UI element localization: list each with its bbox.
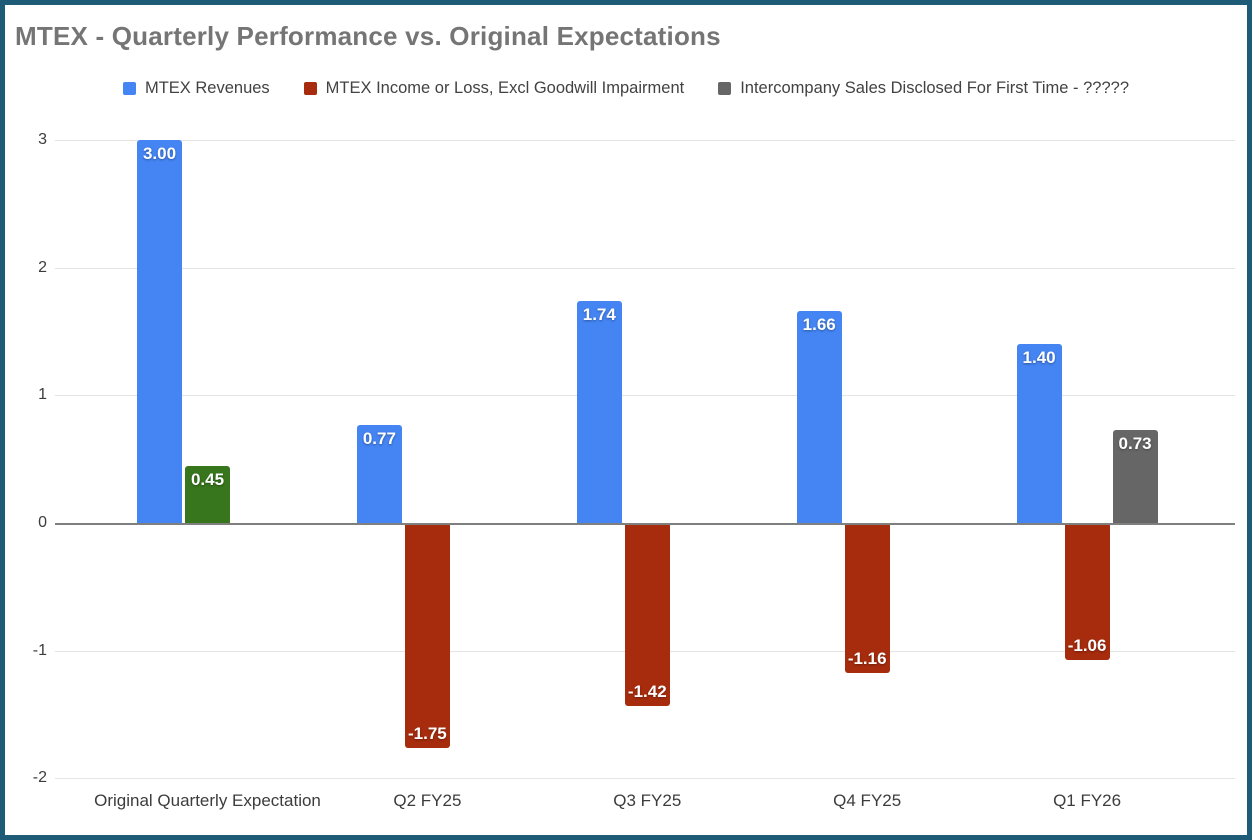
legend-item: Intercompany Sales Disclosed For First T…: [718, 79, 1129, 98]
bar: 3.00: [137, 140, 182, 523]
legend-swatch-icon: [122, 82, 136, 95]
gridline: [55, 395, 1235, 396]
bar: 1.66: [796, 311, 842, 523]
y-tick-label: 2: [38, 259, 47, 276]
bar-value-label: 0.77: [362, 428, 396, 448]
bar: 0.45: [185, 465, 230, 523]
gridline: [55, 268, 1235, 269]
bar-value-label: 0.45: [190, 469, 225, 489]
y-tick-label: 0: [38, 514, 47, 531]
x-category-label: Q3 FY25: [613, 791, 682, 810]
legend-swatch-icon: [718, 82, 732, 95]
bar: 1.40: [1016, 344, 1062, 523]
legend-label: Intercompany Sales Disclosed For First T…: [740, 79, 1130, 97]
legend: MTEX Revenues MTEX Income or Loss, Excl G…: [5, 79, 1247, 98]
bar: -1.16: [844, 525, 890, 674]
y-tick-label: 3: [38, 131, 47, 148]
legend-item: MTEX Income or Loss, Excl Goodwill Impai…: [303, 79, 685, 98]
legend-label: MTEX Revenues: [144, 79, 270, 97]
y-tick-label: -1: [32, 642, 47, 659]
gridline: [55, 778, 1235, 779]
bar-value-label: 3.00: [142, 144, 177, 164]
x-category-label: Q2 FY25: [393, 791, 462, 810]
gridline: [55, 140, 1235, 141]
x-category-label: Q1 FY26: [1053, 791, 1122, 810]
chart-content: MTEX - Quarterly Performance vs. Origina…: [5, 5, 1247, 835]
bar: 1.74: [576, 300, 622, 523]
bar-value-label: 0.73: [1118, 433, 1152, 453]
x-category-label: Q4 FY25: [833, 791, 902, 810]
bar: -1.06: [1064, 525, 1110, 661]
bar-value-label: -1.42: [627, 682, 667, 702]
bar-value-label: -1.16: [847, 649, 887, 669]
y-tick-label: -2: [32, 769, 47, 786]
bar-value-label: 1.66: [802, 315, 836, 335]
y-tick-label: 1: [38, 386, 47, 403]
legend-swatch-icon: [303, 82, 317, 95]
bar: -1.42: [624, 525, 670, 707]
bar-value-label: 1.40: [1022, 348, 1056, 368]
chart-title: MTEX - Quarterly Performance vs. Origina…: [15, 21, 721, 51]
zero-gridline: [55, 523, 1235, 525]
x-category-label: Original Quarterly Expectation: [94, 791, 321, 810]
bar: 0.73: [1112, 429, 1158, 523]
bar: 0.77: [356, 424, 402, 523]
plot-area: 3 2 1 0 -1 -2 3.00 0.77 1.74 1.66 1.40 0.45 -1.75 -1.…: [5, 5, 1247, 835]
bar-value-label: -1.75: [408, 724, 447, 744]
bar: -1.75: [404, 525, 450, 749]
legend-item: MTEX Revenues: [122, 79, 270, 98]
bar-value-label: 1.74: [582, 304, 616, 324]
bar-value-label: -1.06: [1067, 636, 1107, 656]
legend-label: MTEX Income or Loss, Excl Goodwill Impai…: [325, 79, 685, 97]
